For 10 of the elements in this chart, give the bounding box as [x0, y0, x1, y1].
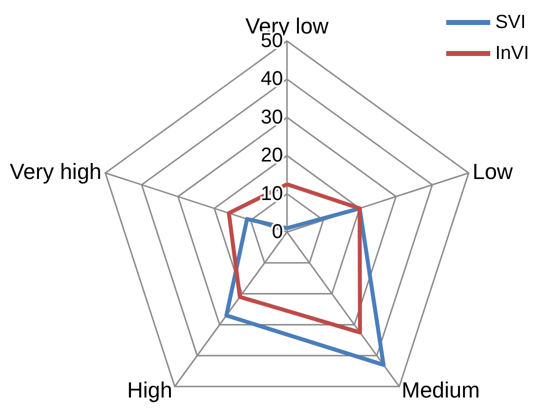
- spoke-label: Low: [472, 159, 513, 184]
- y-tick-label: 20: [260, 144, 283, 167]
- legend-label: InVI: [495, 43, 530, 64]
- legend-label: SVI: [495, 12, 526, 33]
- spoke-label: High: [127, 377, 172, 402]
- spoke-label: Medium: [402, 377, 480, 402]
- y-tick-label: 40: [260, 68, 283, 90]
- y-tick-label: 0: [272, 221, 283, 243]
- y-tick-label: 30: [260, 106, 283, 128]
- spoke-label: Very high: [10, 159, 102, 184]
